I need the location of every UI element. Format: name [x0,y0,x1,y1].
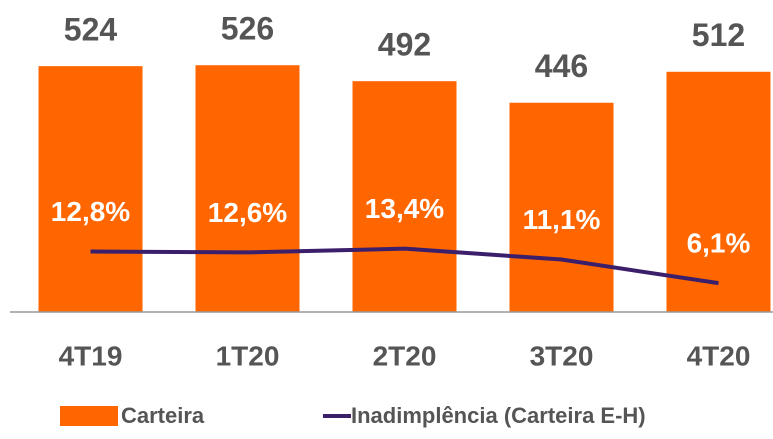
line-value-label: 11,1% [523,204,601,235]
legend-label: Carteira [121,403,205,428]
bar-value-label: 492 [378,27,431,63]
x-tick-label: 3T20 [530,340,594,371]
bar [352,81,457,312]
bar-value-label: 512 [692,17,745,53]
bar-value-label: 524 [64,12,118,48]
line-value-label: 13,4% [365,193,444,224]
bar [38,66,143,312]
bar [666,71,771,313]
bar [509,102,614,312]
line-value-label: 6,1% [687,228,751,259]
line-value-label: 12,8% [51,196,130,227]
bar-value-label: 526 [221,11,274,47]
x-tick-label: 4T19 [59,340,123,371]
legend-swatch [60,406,118,426]
bar [195,65,300,313]
line [90,246,719,286]
x-tick-label: 2T20 [373,340,437,371]
x-tick-label: 1T20 [216,340,280,371]
line-value-label: 12,6% [208,197,287,228]
legend-label: Inadimplência (Carteira E-H) [351,403,646,428]
bar-value-label: 446 [535,48,588,84]
x-tick-label: 4T20 [687,340,751,371]
